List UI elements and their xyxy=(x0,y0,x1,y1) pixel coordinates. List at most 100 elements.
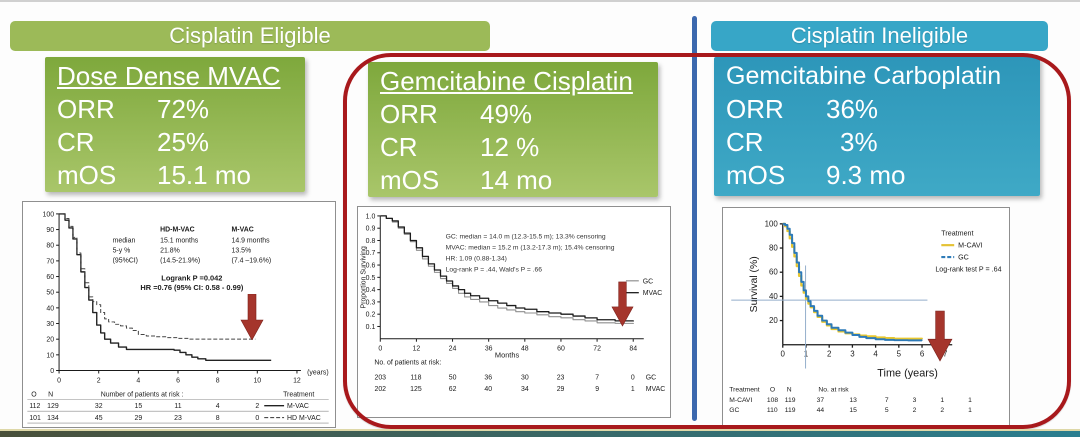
svg-text:(years): (years) xyxy=(307,369,329,376)
statbox-title: Gemcitabine Carboplatin xyxy=(726,62,1002,90)
stat-value: 3% xyxy=(840,127,878,157)
svg-text:110: 110 xyxy=(767,407,778,414)
svg-text:37: 37 xyxy=(817,397,825,404)
svg-text:36: 36 xyxy=(484,374,492,381)
svg-text:Treatment: Treatment xyxy=(729,386,760,393)
svg-text:10: 10 xyxy=(253,377,261,384)
svg-text:3: 3 xyxy=(850,350,855,359)
svg-text:9: 9 xyxy=(595,386,599,393)
stat-label: mOS xyxy=(380,165,440,195)
svg-text:1: 1 xyxy=(940,397,944,404)
km-chart-mcavi-vs-gc-svg: 0 1 2 3 4 5 6 7 20 40 60 80 100 Survival (%) Time (yea… xyxy=(729,219,1001,414)
svg-text:Months: Months xyxy=(495,351,520,360)
km-chart-dose-dense-mvac: 0 2 4 6 8 10 12 0 10 20 30 40 50 60 70 80 90 100 HD-M-VAC M… xyxy=(22,201,336,428)
svg-text:7: 7 xyxy=(885,397,889,404)
svg-text:60: 60 xyxy=(46,274,54,281)
svg-text:125: 125 xyxy=(410,386,422,393)
stat-label: CR xyxy=(57,127,95,157)
statbox-dose-dense-mvac: Dose Dense MVAC ORR 72% CR 25% mOS 15.1 mo xyxy=(45,57,305,192)
svg-text:2: 2 xyxy=(97,377,101,384)
svg-text:60: 60 xyxy=(557,346,565,353)
svg-text:0: 0 xyxy=(781,350,786,359)
svg-text:1: 1 xyxy=(968,407,972,414)
svg-text:13.5%: 13.5% xyxy=(232,248,252,255)
stat-label: mOS xyxy=(726,160,786,190)
svg-text:HR =0.76 (95% CI: 0.58 - 0.99): HR =0.76 (95% CI: 0.58 - 0.99) xyxy=(140,283,243,292)
svg-text:6: 6 xyxy=(920,350,925,359)
svg-text:0.9: 0.9 xyxy=(366,226,376,233)
svg-text:50: 50 xyxy=(449,374,457,381)
svg-text:7: 7 xyxy=(943,350,947,359)
svg-text:8: 8 xyxy=(216,415,220,422)
svg-text:GC: GC xyxy=(729,407,739,414)
svg-text:2: 2 xyxy=(255,403,259,410)
svg-text:Treatment: Treatment xyxy=(941,230,973,238)
svg-text:15.1 months: 15.1 months xyxy=(160,238,199,245)
svg-text:118: 118 xyxy=(410,374,421,381)
svg-text:HD-M-VAC: HD-M-VAC xyxy=(160,227,194,234)
svg-text:N: N xyxy=(48,391,53,398)
svg-text:median: median xyxy=(113,238,136,245)
svg-text:7: 7 xyxy=(595,374,599,381)
svg-text:5: 5 xyxy=(897,350,902,359)
svg-text:M-CAVI: M-CAVI xyxy=(958,242,982,250)
svg-text:4: 4 xyxy=(873,350,878,359)
svg-text:2: 2 xyxy=(827,350,831,359)
svg-text:GC: median = 14.0 m (12.3-15.5: GC: median = 14.0 m (12.3-15.5 m); 13.3%… xyxy=(446,234,606,241)
svg-text:15: 15 xyxy=(849,407,857,414)
statbox-title: Dose Dense MVAC xyxy=(57,61,281,91)
svg-text:4: 4 xyxy=(216,403,220,410)
svg-text:80: 80 xyxy=(769,244,778,253)
svg-text:0: 0 xyxy=(255,415,259,422)
stat-value: 15.1 mo xyxy=(157,160,251,190)
svg-text:5: 5 xyxy=(885,407,889,414)
svg-text:44: 44 xyxy=(817,407,825,414)
svg-text:80: 80 xyxy=(46,243,54,250)
svg-text:40: 40 xyxy=(46,305,54,312)
svg-text:No. of patients at risk:: No. of patients at risk: xyxy=(374,360,441,367)
svg-text:GC: GC xyxy=(646,374,656,381)
down-arrow-icon xyxy=(240,294,264,340)
svg-text:202: 202 xyxy=(374,386,386,393)
statbox-gemcitabine-cisplatin: Gemcitabine Cisplatin ORR 49% CR 12 % mOS 1… xyxy=(368,62,658,197)
svg-text:O: O xyxy=(31,391,37,398)
svg-text:M-VAC: M-VAC xyxy=(232,227,254,234)
svg-text:Survival (%): Survival (%) xyxy=(749,256,760,312)
svg-text:50: 50 xyxy=(46,290,54,297)
svg-text:(95%CI): (95%CI) xyxy=(113,257,138,264)
svg-text:23: 23 xyxy=(557,374,565,381)
svg-text:0.4: 0.4 xyxy=(366,287,376,294)
svg-text:13: 13 xyxy=(849,397,857,404)
svg-text:30: 30 xyxy=(521,374,529,381)
svg-text:0: 0 xyxy=(378,346,382,353)
svg-text:0.5: 0.5 xyxy=(366,275,376,282)
svg-text:HD M-VAC: HD M-VAC xyxy=(287,415,321,422)
stat-label: mOS xyxy=(57,160,117,190)
svg-text:84: 84 xyxy=(629,346,637,353)
header-cisplatin-eligible: Cisplatin Eligible xyxy=(10,21,490,51)
svg-text:119: 119 xyxy=(785,397,796,404)
svg-text:8: 8 xyxy=(216,377,220,384)
svg-text:Time (years): Time (years) xyxy=(877,367,938,379)
svg-text:70: 70 xyxy=(46,258,54,265)
svg-text:100: 100 xyxy=(43,211,55,218)
svg-text:40: 40 xyxy=(769,292,778,301)
stat-value: 36% xyxy=(826,94,879,124)
svg-text:3: 3 xyxy=(913,397,917,404)
svg-text:GC: GC xyxy=(643,278,653,285)
svg-text:20: 20 xyxy=(769,316,778,325)
svg-text:0.7: 0.7 xyxy=(366,250,376,257)
header-cisplatin-ineligible: Cisplatin Ineligible xyxy=(711,21,1048,51)
svg-text:36: 36 xyxy=(485,346,493,353)
svg-text:Proportion Surviving: Proportion Surviving xyxy=(360,246,367,308)
svg-text:40: 40 xyxy=(484,386,492,393)
svg-text:101: 101 xyxy=(29,415,41,422)
stat-value: 72% xyxy=(157,94,210,124)
svg-text:14.9 months: 14.9 months xyxy=(232,238,271,245)
svg-text:M-CAVI: M-CAVI xyxy=(729,397,752,404)
svg-text:32: 32 xyxy=(95,403,103,410)
stat-label: CR xyxy=(726,127,764,157)
svg-text:0.6: 0.6 xyxy=(366,263,376,270)
svg-text:Logrank P =0.042: Logrank P =0.042 xyxy=(161,273,222,282)
svg-text:20: 20 xyxy=(46,337,54,344)
